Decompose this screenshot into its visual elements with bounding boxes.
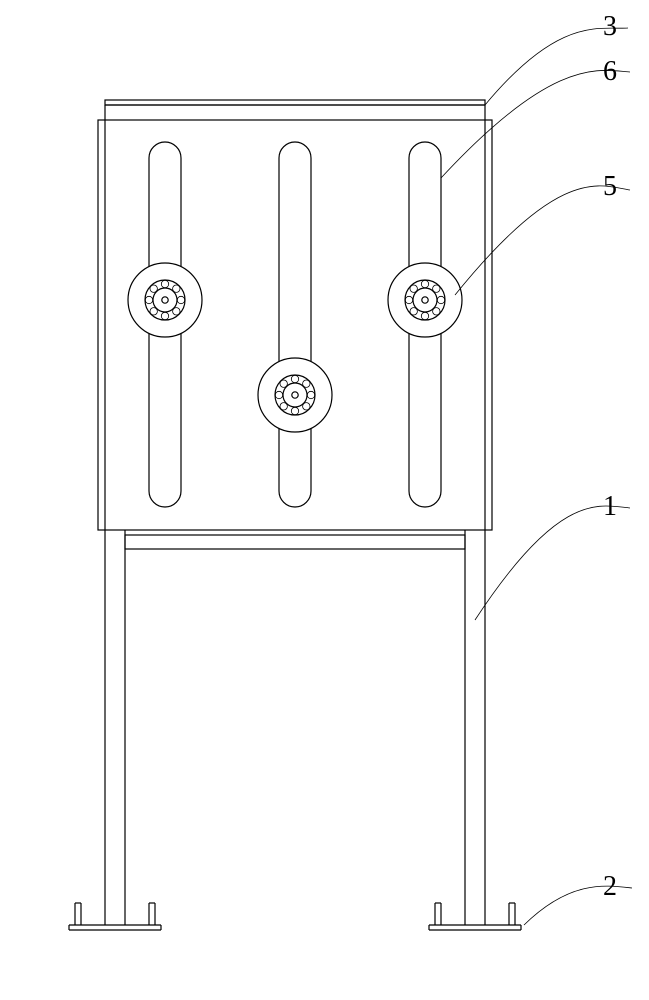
callout-label-2: 2 xyxy=(603,871,617,902)
callout-label-5: 5 xyxy=(603,171,617,202)
slot-2 xyxy=(279,142,311,507)
callout-label-3: 3 xyxy=(603,11,617,42)
engineering-drawing: 3 6 5 1 2 xyxy=(0,0,649,1000)
leader-6 xyxy=(441,70,630,178)
frame-top-bar xyxy=(105,100,485,105)
hub-3 xyxy=(388,263,462,337)
callout-label-6: 6 xyxy=(603,56,617,87)
frame-crossbar xyxy=(125,535,465,549)
leader-5 xyxy=(455,186,630,295)
leader-1 xyxy=(475,506,630,620)
callout-label-1: 1 xyxy=(603,491,617,522)
hub-2 xyxy=(258,358,332,432)
hub-1 xyxy=(128,263,202,337)
